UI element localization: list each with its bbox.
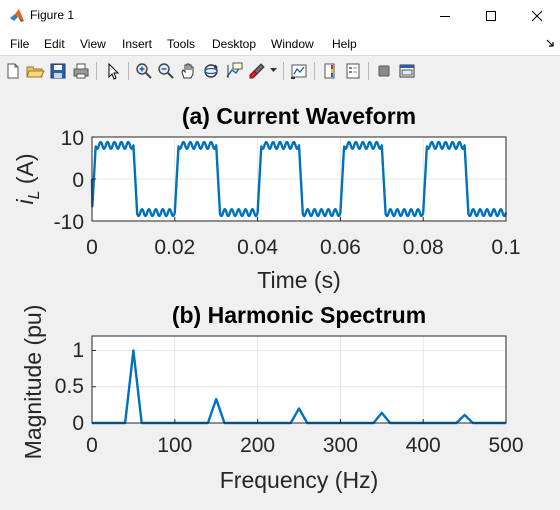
spectrum-ylabel: Magnitude (pu) <box>20 305 46 460</box>
maximize-icon <box>486 10 496 21</box>
colorbar-icon[interactable] <box>320 61 340 81</box>
dock-arrow-icon[interactable] <box>546 39 555 48</box>
waveform-xtick-label: 0.06 <box>320 236 361 259</box>
waveform-xtick-label: 0.04 <box>237 236 278 259</box>
title-bar: Figure 1 <box>0 0 560 31</box>
legend-icon[interactable] <box>343 61 363 81</box>
waveform-ylabel: iL (A) <box>12 153 43 204</box>
show-plot-tools-icon[interactable] <box>397 61 417 81</box>
spectrum-axes[interactable]: (b) Harmonic Spectrum 1 0.5 0 0 100 200 … <box>20 302 524 493</box>
spectrum-axes-box <box>91 335 507 424</box>
menu-bar: File Edit View Insert Tools Desktop Wind… <box>0 31 560 55</box>
waveform-xtick-label: 0.02 <box>154 236 195 259</box>
menu-file[interactable]: File <box>10 37 30 51</box>
menu-edit[interactable]: Edit <box>44 37 65 51</box>
minimize-icon <box>440 15 450 17</box>
figure-canvas: (a) Current Waveform 10 0 -10 0 0.02 0.0… <box>0 86 560 505</box>
spectrum-title: (b) Harmonic Spectrum <box>172 302 426 328</box>
menu-insert[interactable]: Insert <box>122 37 153 51</box>
waveform-series-line <box>90 140 508 218</box>
minimize-button[interactable] <box>422 0 468 31</box>
new-figure-icon[interactable] <box>3 61 23 81</box>
print-icon[interactable] <box>71 61 91 81</box>
hide-plot-tools-icon[interactable] <box>374 61 394 81</box>
spectrum-xtick-label: 100 <box>157 434 192 457</box>
spectrum-series-line <box>92 349 506 425</box>
save-icon[interactable] <box>48 61 68 81</box>
window-title: Figure 1 <box>30 8 75 22</box>
spectrum-ytick-label: 0 <box>72 412 84 435</box>
menu-window[interactable]: Window <box>271 37 314 51</box>
waveform-ytick-label: -10 <box>54 211 84 234</box>
waveform-ylabel-main: i <box>12 199 38 205</box>
plots-svg: (a) Current Waveform 10 0 -10 0 0.02 0.0… <box>12 103 524 493</box>
waveform-ytick-label: 0 <box>72 169 84 192</box>
spectrum-ytick-label: 0.5 <box>55 375 84 398</box>
data-cursor-icon[interactable] <box>224 61 244 81</box>
brush-dropdown-icon[interactable] <box>270 68 277 73</box>
waveform-axes[interactable]: (a) Current Waveform 10 0 -10 0 0.02 0.0… <box>12 103 521 293</box>
waveform-ylabel-sub: L <box>26 191 43 200</box>
pan-icon[interactable] <box>178 61 198 81</box>
brush-icon[interactable] <box>247 61 267 81</box>
spectrum-xtick-label: 400 <box>406 434 441 457</box>
pointer-icon[interactable] <box>103 61 123 81</box>
spectrum-xtick-label: 0 <box>86 434 98 457</box>
menu-desktop[interactable]: Desktop <box>212 37 257 51</box>
waveform-ylabel-unit: (A) <box>12 153 38 190</box>
matlab-logo-icon <box>10 9 24 22</box>
waveform-xlabel: Time (s) <box>257 267 340 293</box>
spectrum-ytick-label: 1 <box>72 339 84 362</box>
menu-view[interactable]: View <box>80 37 106 51</box>
waveform-title: (a) Current Waveform <box>182 103 416 129</box>
figure-toolbar <box>0 55 560 87</box>
zoom-in-icon[interactable] <box>134 61 154 81</box>
maximize-button[interactable] <box>468 0 514 31</box>
spectrum-xtick-label: 500 <box>488 434 523 457</box>
waveform-xtick-label: 0 <box>86 236 98 259</box>
spectrum-xlabel: Frequency (Hz) <box>220 467 378 493</box>
rotate-3d-icon[interactable] <box>201 61 221 81</box>
spectrum-xtick-label: 200 <box>240 434 275 457</box>
menu-tools[interactable]: Tools <box>167 37 196 51</box>
spectrum-xtick-label: 300 <box>323 434 358 457</box>
waveform-ytick-label: 10 <box>61 127 84 150</box>
menu-help[interactable]: Help <box>332 37 357 51</box>
waveform-xtick-label: 0.08 <box>403 236 444 259</box>
close-icon <box>531 10 543 21</box>
open-file-icon[interactable] <box>25 61 45 81</box>
close-button[interactable] <box>514 0 560 31</box>
link-plot-icon[interactable] <box>289 61 309 81</box>
zoom-out-icon[interactable] <box>156 61 176 81</box>
waveform-xtick-label: 0.1 <box>491 236 520 259</box>
